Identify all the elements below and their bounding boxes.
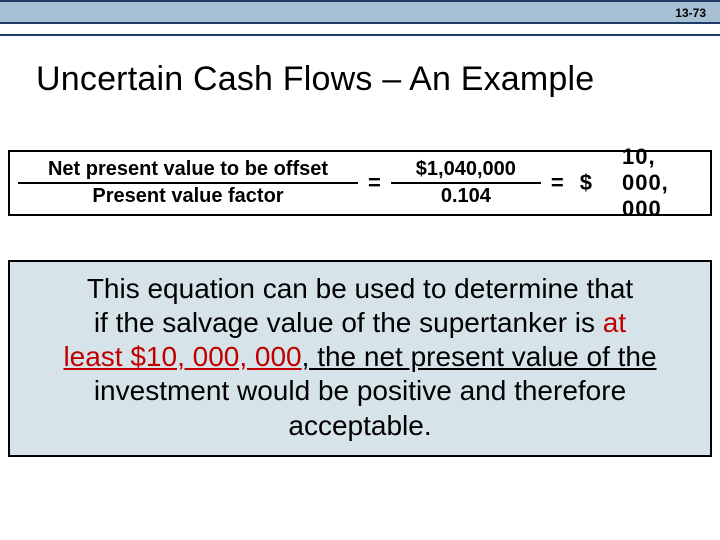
top-bar: 13-73 [0,0,720,24]
equals-sign-2: = [541,170,574,196]
page-number: 13-73 [675,6,706,20]
callout-text: This equation can be used to determine t… [14,272,706,443]
equation-value-numerator: $1,040,000 [410,158,522,182]
callout-line3-emph: least $10, 000, 000 [63,341,301,372]
equation-label-denominator: Present value factor [86,184,289,208]
callout-line2-emph: at [603,307,626,338]
callout-line3-post: , the net present value of the [302,341,657,372]
callout-line4: investment would be positive and therefo… [94,375,626,406]
callout-line5: acceptable. [288,410,431,441]
slide: 13-73 Uncertain Cash Flows – An Example … [0,0,720,540]
equation-value-fraction: $1,040,000 0.104 [391,158,541,208]
result-value: 10, 000, 000 [622,144,702,222]
explanation-callout: This equation can be used to determine t… [8,260,712,457]
top-bar-underline [0,34,720,36]
equation-value-denominator: 0.104 [435,184,497,208]
callout-line2-pre: if the salvage value of the supertanker … [94,307,595,338]
equation-label-numerator: Net present value to be offset [42,158,334,182]
equation-box: Net present value to be offset Present v… [8,150,712,216]
callout-line1: This equation can be used to determine t… [87,273,633,304]
equation-label-fraction: Net present value to be offset Present v… [18,158,358,208]
result-currency: $ [574,170,622,196]
slide-title: Uncertain Cash Flows – An Example [36,60,594,99]
equation-row: Net present value to be offset Present v… [18,154,702,212]
equals-sign: = [358,170,391,196]
